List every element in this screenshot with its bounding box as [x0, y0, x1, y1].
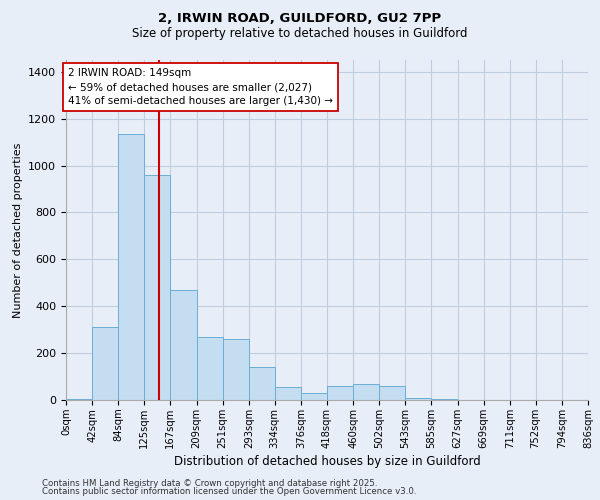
- Text: 2 IRWIN ROAD: 149sqm
← 59% of detached houses are smaller (2,027)
41% of semi-de: 2 IRWIN ROAD: 149sqm ← 59% of detached h…: [68, 68, 333, 106]
- Bar: [118, 134, 144, 400]
- Bar: [170, 290, 197, 400]
- Bar: [144, 175, 170, 400]
- Bar: [405, 398, 431, 400]
- Bar: [92, 328, 118, 400]
- Text: Contains HM Land Registry data © Crown copyright and database right 2025.: Contains HM Land Registry data © Crown c…: [42, 478, 377, 488]
- Text: Contains public sector information licensed under the Open Government Licence v3: Contains public sector information licen…: [42, 488, 416, 496]
- Text: 2, IRWIN ROAD, GUILDFORD, GU2 7PP: 2, IRWIN ROAD, GUILDFORD, GU2 7PP: [158, 12, 442, 26]
- Bar: [275, 387, 301, 400]
- Bar: [353, 384, 379, 400]
- Bar: [431, 399, 457, 400]
- Bar: [197, 336, 223, 400]
- Bar: [249, 367, 275, 400]
- Bar: [379, 386, 405, 400]
- Y-axis label: Number of detached properties: Number of detached properties: [13, 142, 23, 318]
- Bar: [327, 386, 353, 400]
- Text: Size of property relative to detached houses in Guildford: Size of property relative to detached ho…: [132, 28, 468, 40]
- Bar: [223, 339, 249, 400]
- Bar: [66, 399, 92, 400]
- Bar: [301, 393, 327, 400]
- X-axis label: Distribution of detached houses by size in Guildford: Distribution of detached houses by size …: [173, 455, 481, 468]
